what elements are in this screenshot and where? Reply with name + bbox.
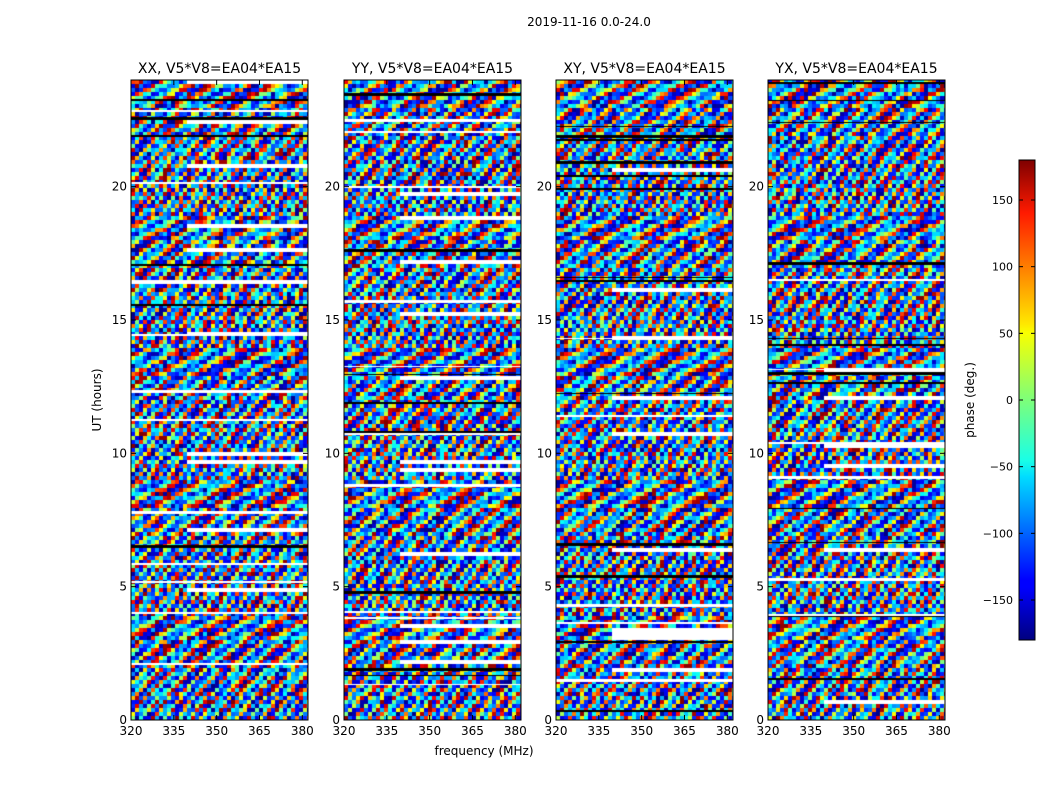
x-tick-label: 335	[799, 724, 822, 738]
x-tick-label: 350	[842, 724, 865, 738]
x-tick-label: 380	[928, 724, 951, 738]
colorbar-ticks: 150 100 50 0 −50 −100 −150	[983, 194, 1035, 607]
y-tick-label: 0	[332, 713, 340, 727]
x-tick-label: 380	[291, 724, 314, 738]
x-tick-label: 380	[504, 724, 527, 738]
phase-raster	[556, 80, 733, 720]
subplot-3: XY, V5*V8=EA04*EA15 320 335 350 365 380 0 5 10 15…	[537, 61, 739, 738]
y-tick-label: 10	[537, 446, 552, 460]
plot-frame	[767, 79, 946, 721]
x-tick-label: 380	[716, 724, 739, 738]
y-tick-label: 0	[544, 713, 552, 727]
y-tick-label: 0	[756, 713, 764, 727]
phase-raster	[768, 80, 945, 720]
x-tick-label: 350	[630, 724, 653, 738]
y-tick-label: 20	[325, 180, 340, 194]
x-tick-label: 350	[418, 724, 441, 738]
y-tick-label: 0	[119, 713, 127, 727]
colorbar-tick-label: 0	[1006, 394, 1013, 407]
x-tick-label: 335	[587, 724, 610, 738]
subplot-1: XX, V5*V8=EA04*EA15 320 335 350 365 380 0 5 10 15…	[112, 61, 314, 738]
y-tick-label: 10	[112, 446, 127, 460]
y-tick-label: 5	[332, 580, 340, 594]
suptitle: 2019-11-16 0.0-24.0	[527, 15, 651, 29]
subplot-title: YY, V5*V8=EA04*EA15	[351, 61, 513, 77]
y-tick-label: 5	[756, 580, 764, 594]
x-tick-label: 335	[375, 724, 398, 738]
colorbar-tick-label: −100	[983, 527, 1013, 540]
x-tick-label: 335	[162, 724, 185, 738]
colorbar-tick-label: 150	[992, 194, 1013, 207]
phase-raster	[344, 80, 521, 720]
x-tick-label: 365	[248, 724, 271, 738]
y-tick-label: 15	[749, 313, 764, 327]
x-axis-label: frequency (MHz)	[434, 744, 533, 758]
y-tick-label: 15	[537, 313, 552, 327]
y-tick-label: 10	[749, 446, 764, 460]
plot-frame	[343, 79, 522, 721]
y-tick-label: 10	[325, 446, 340, 460]
y-tick-label: 20	[749, 180, 764, 194]
y-tick-label: 20	[112, 180, 127, 194]
plot-frame	[130, 79, 309, 721]
x-tick-label: 350	[205, 724, 228, 738]
colorbar-label: phase (deg.)	[963, 362, 977, 438]
x-tick-label: 320	[120, 724, 143, 738]
x-tick-label: 365	[885, 724, 908, 738]
x-tick-label: 365	[461, 724, 484, 738]
colorbar-tick-label: −150	[983, 594, 1013, 607]
subplot-2: YY, V5*V8=EA04*EA15 320 335 350 365 380 0 5 10 15…	[325, 61, 527, 738]
y-tick-label: 5	[119, 580, 127, 594]
x-tick-label: 365	[673, 724, 696, 738]
x-tick-label: 320	[757, 724, 780, 738]
plot-frame	[555, 79, 734, 721]
y-axis-label: UT (hours)	[90, 368, 104, 431]
subplot-4: YX, V5*V8=EA04*EA15 320 335 350 365 380 0 5 10 15…	[749, 61, 951, 738]
colorbar: 150 100 50 0 −50 −100 −150 phase (deg.)	[963, 159, 1036, 641]
colorbar-tick-label: 50	[999, 327, 1013, 340]
colorbar-tick-label: 100	[992, 261, 1013, 274]
y-tick-label: 5	[544, 580, 552, 594]
y-tick-label: 15	[325, 313, 340, 327]
colorbar-tick-label: −50	[990, 461, 1013, 474]
y-tick-label: 20	[537, 180, 552, 194]
x-tick-label: 320	[545, 724, 568, 738]
x-tick-label: 320	[333, 724, 356, 738]
phase-raster	[131, 80, 308, 720]
subplot-title: XX, V5*V8=EA04*EA15	[138, 61, 301, 77]
subplots: XX, V5*V8=EA04*EA15 320 335 350 365 380 0 5 10 15…	[112, 61, 951, 738]
subplot-title: YX, V5*V8=EA04*EA15	[774, 61, 937, 77]
subplot-title: XY, V5*V8=EA04*EA15	[563, 61, 725, 77]
y-tick-label: 15	[112, 313, 127, 327]
